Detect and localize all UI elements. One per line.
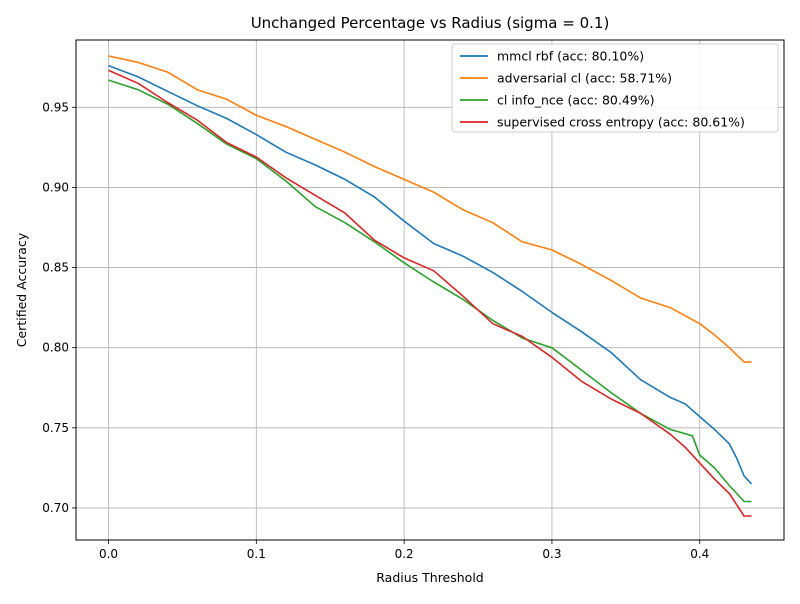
y-tick-label: 0.70 — [42, 501, 69, 515]
x-tick-label: 0.4 — [690, 547, 709, 561]
x-tick-label: 0.2 — [395, 547, 414, 561]
y-tick-label: 0.80 — [42, 341, 69, 355]
x-tick-label: 0.0 — [99, 547, 118, 561]
plot-area-frame — [75, 39, 785, 541]
legend-label-2: adversarial cl (acc: 58.71%) — [497, 71, 672, 86]
chart-title: Unchanged Percentage vs Radius (sigma = … — [251, 14, 610, 32]
axis-ticks: 0.0 0.1 0.2 0.3 0.4 0.70 0.75 0.80 0.85 0.90 0.95 — [42, 100, 709, 561]
series-line-4 — [108, 69, 752, 517]
legend-box — [451, 43, 779, 133]
legend-label-1: mmcl rbf (acc: 80.10%) — [497, 49, 644, 64]
y-tick-label: 0.75 — [42, 421, 69, 435]
x-axis-label: Radius Threshold — [376, 570, 484, 585]
series-lines — [108, 55, 753, 517]
x-tick-label: 0.1 — [247, 547, 266, 561]
y-tick-label: 0.85 — [42, 261, 69, 275]
y-axis-label: Certified Accuracy — [14, 232, 29, 347]
series-line-2 — [108, 55, 752, 363]
grid-lines — [76, 40, 784, 540]
series-line-1 — [108, 64, 753, 485]
series-line-3 — [108, 79, 752, 503]
x-tick-label: 0.3 — [542, 547, 561, 561]
legend: mmcl rbf (acc: 80.10%) adversarial cl (ac… — [451, 43, 779, 133]
y-tick-label: 0.95 — [42, 100, 69, 114]
legend-label-3: cl info_nce (acc: 80.49%) — [497, 93, 654, 108]
legend-label-4: supervised cross entropy (acc: 80.61%) — [497, 115, 745, 130]
y-tick-label: 0.90 — [42, 180, 69, 194]
